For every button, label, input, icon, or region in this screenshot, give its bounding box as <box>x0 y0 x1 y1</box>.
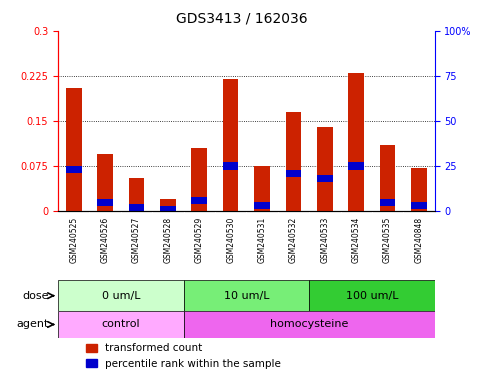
Text: homocysteine: homocysteine <box>270 319 348 329</box>
Bar <box>411 202 427 209</box>
Bar <box>223 162 239 170</box>
Bar <box>58 280 184 311</box>
Text: GSM240533: GSM240533 <box>320 217 329 263</box>
Text: 0 um/L: 0 um/L <box>101 291 140 301</box>
Text: GSM240525: GSM240525 <box>69 217 78 263</box>
Bar <box>254 166 270 211</box>
Bar <box>128 204 144 211</box>
Text: GSM240528: GSM240528 <box>163 217 172 263</box>
Text: GSM240529: GSM240529 <box>195 217 204 263</box>
Bar <box>128 178 144 211</box>
Text: GSM240530: GSM240530 <box>226 217 235 263</box>
Bar <box>191 148 207 211</box>
Text: GSM240532: GSM240532 <box>289 217 298 263</box>
Bar <box>66 166 82 173</box>
Bar <box>97 154 113 211</box>
Bar <box>411 168 427 211</box>
Bar <box>160 199 176 211</box>
Text: GSM240535: GSM240535 <box>383 217 392 263</box>
Bar <box>66 88 82 211</box>
Bar <box>285 112 301 211</box>
Text: GSM240531: GSM240531 <box>257 217 267 263</box>
Bar <box>380 145 396 211</box>
Bar <box>160 206 176 213</box>
Bar <box>317 127 333 211</box>
Text: 10 um/L: 10 um/L <box>224 291 269 301</box>
Bar <box>223 79 239 211</box>
Text: GDS3413 / 162036: GDS3413 / 162036 <box>176 12 307 25</box>
Text: GSM240848: GSM240848 <box>414 217 424 263</box>
Bar <box>285 170 301 177</box>
Text: dose: dose <box>22 291 48 301</box>
Bar <box>184 280 309 311</box>
Legend: transformed count, percentile rank within the sample: transformed count, percentile rank withi… <box>82 339 285 373</box>
Bar <box>317 175 333 182</box>
Bar <box>309 280 435 311</box>
Text: agent: agent <box>16 319 48 329</box>
Text: GSM240526: GSM240526 <box>100 217 110 263</box>
Bar <box>97 199 113 206</box>
Bar <box>191 197 207 204</box>
Text: control: control <box>101 319 140 329</box>
Bar <box>254 202 270 209</box>
Bar <box>184 311 435 338</box>
Text: GSM240527: GSM240527 <box>132 217 141 263</box>
Bar <box>380 199 396 206</box>
Bar <box>58 311 184 338</box>
Bar <box>348 73 364 211</box>
Bar <box>348 162 364 170</box>
Text: GSM240534: GSM240534 <box>352 217 361 263</box>
Text: 100 um/L: 100 um/L <box>346 291 398 301</box>
